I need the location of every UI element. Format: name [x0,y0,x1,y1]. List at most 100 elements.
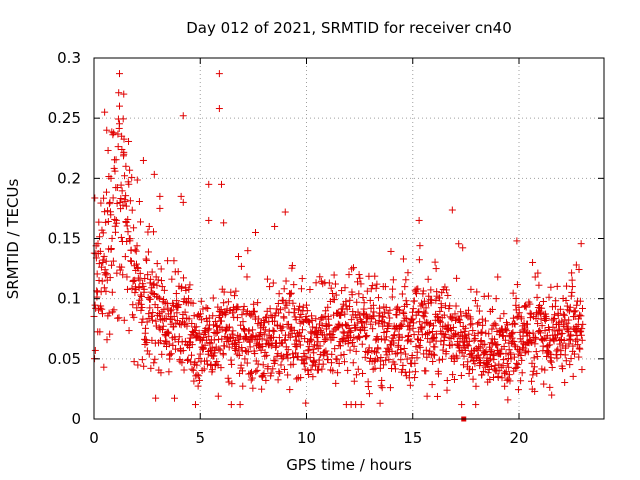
data-point [362,318,370,326]
data-point [402,350,410,358]
data-point [101,108,109,116]
data-point [275,290,283,298]
data-point [440,311,448,319]
data-point [410,331,418,339]
data-point [158,350,166,358]
data-point [142,324,150,332]
data-point [193,361,201,369]
data-point [361,353,369,361]
x-tick-label: 5 [195,429,205,447]
data-point [403,337,411,345]
data-point [304,347,312,355]
data-point [289,350,297,358]
data-point [554,345,562,353]
data-point [154,304,162,312]
data-point [263,351,271,359]
data-point [264,363,272,371]
data-point [218,317,225,325]
data-point [418,323,426,331]
data-point [213,322,221,330]
data-point [498,374,506,382]
data-point [99,310,106,318]
data-point [156,312,164,320]
data-point [160,295,168,303]
data-point [137,306,145,314]
data-point [125,180,133,188]
data-point [422,367,430,375]
data-point [374,336,382,344]
data-point [396,322,404,330]
data-point [139,156,147,164]
data-point [335,360,343,368]
data-point [550,316,558,324]
data-point [384,309,392,317]
data-point [271,222,279,230]
data-point [364,383,372,391]
data-point [491,320,499,328]
data-point [225,378,233,386]
data-point [173,309,181,317]
data-point [138,303,146,311]
data-point [517,315,525,323]
data-point [504,321,512,329]
data-point [322,307,330,315]
data-point [91,301,99,309]
data-point [175,301,183,309]
data-point [266,283,274,291]
y-tick-label: 0 [71,410,81,428]
data-point [429,322,437,330]
data-point [432,265,440,273]
data-point [369,301,377,309]
y-tick-label: 0.2 [57,169,81,187]
data-point [157,277,165,285]
data-point [98,305,106,313]
data-point [378,312,386,320]
data-point [399,255,407,263]
data-point [429,357,437,365]
data-point [367,320,375,328]
data-point [368,282,376,290]
data-point [319,360,327,368]
data-point [296,341,304,349]
data-point [310,349,318,357]
data-point [281,208,289,216]
data-point [235,352,243,360]
data-point [304,318,312,326]
data-point [572,261,580,269]
data-point [420,297,428,305]
data-point [476,358,484,366]
data-point [98,277,106,285]
data-point [215,70,223,78]
data-point [133,176,141,184]
data-point [247,311,255,319]
data-point [111,167,119,175]
data-point [327,284,335,292]
data-point [471,360,479,368]
data-point [541,366,549,374]
data-point [355,271,363,279]
data-point [127,257,135,265]
data-point [558,317,566,325]
data-point [164,328,172,336]
data-point [476,354,484,362]
data-point [381,336,389,344]
data-point [108,234,116,242]
data-point [303,301,310,309]
data-point [216,346,224,354]
data-point [547,358,555,366]
data-point [501,369,509,377]
data-point [248,374,256,382]
data-point [143,347,151,355]
data-point [130,313,138,321]
data-point [152,317,160,325]
data-point [471,297,479,305]
data-point [487,339,495,347]
data-point [529,258,537,266]
data-point [459,244,467,252]
data-point [225,323,233,331]
data-point [332,291,340,299]
x-axis-label: GPS time / hours [286,456,412,474]
data-point [518,356,526,364]
data-point [263,275,271,283]
data-point [220,219,228,227]
